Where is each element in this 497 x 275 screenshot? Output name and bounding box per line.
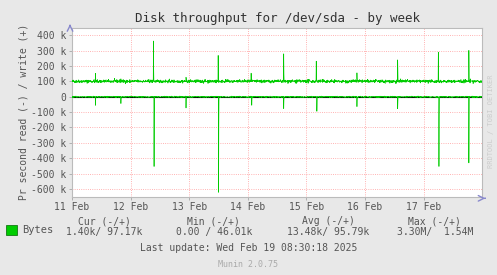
Text: Avg (-/+): Avg (-/+) — [302, 216, 354, 226]
Title: Disk throughput for /dev/sda - by week: Disk throughput for /dev/sda - by week — [135, 12, 419, 25]
Text: Munin 2.0.75: Munin 2.0.75 — [219, 260, 278, 269]
Text: Min (-/+): Min (-/+) — [187, 216, 240, 226]
Text: 13.48k/ 95.79k: 13.48k/ 95.79k — [287, 227, 369, 237]
Text: Max (-/+): Max (-/+) — [409, 216, 461, 226]
Y-axis label: Pr second read (-) / write (+): Pr second read (-) / write (+) — [18, 24, 28, 200]
Text: Cur (-/+): Cur (-/+) — [78, 216, 131, 226]
Text: RRDTOOL / TOBI OETIKER: RRDTOOL / TOBI OETIKER — [488, 74, 494, 168]
Text: 0.00 / 46.01k: 0.00 / 46.01k — [175, 227, 252, 237]
Text: 3.30M/  1.54M: 3.30M/ 1.54M — [397, 227, 473, 237]
Text: 1.40k/ 97.17k: 1.40k/ 97.17k — [66, 227, 143, 237]
Text: Bytes: Bytes — [22, 225, 54, 235]
Text: Last update: Wed Feb 19 08:30:18 2025: Last update: Wed Feb 19 08:30:18 2025 — [140, 243, 357, 253]
